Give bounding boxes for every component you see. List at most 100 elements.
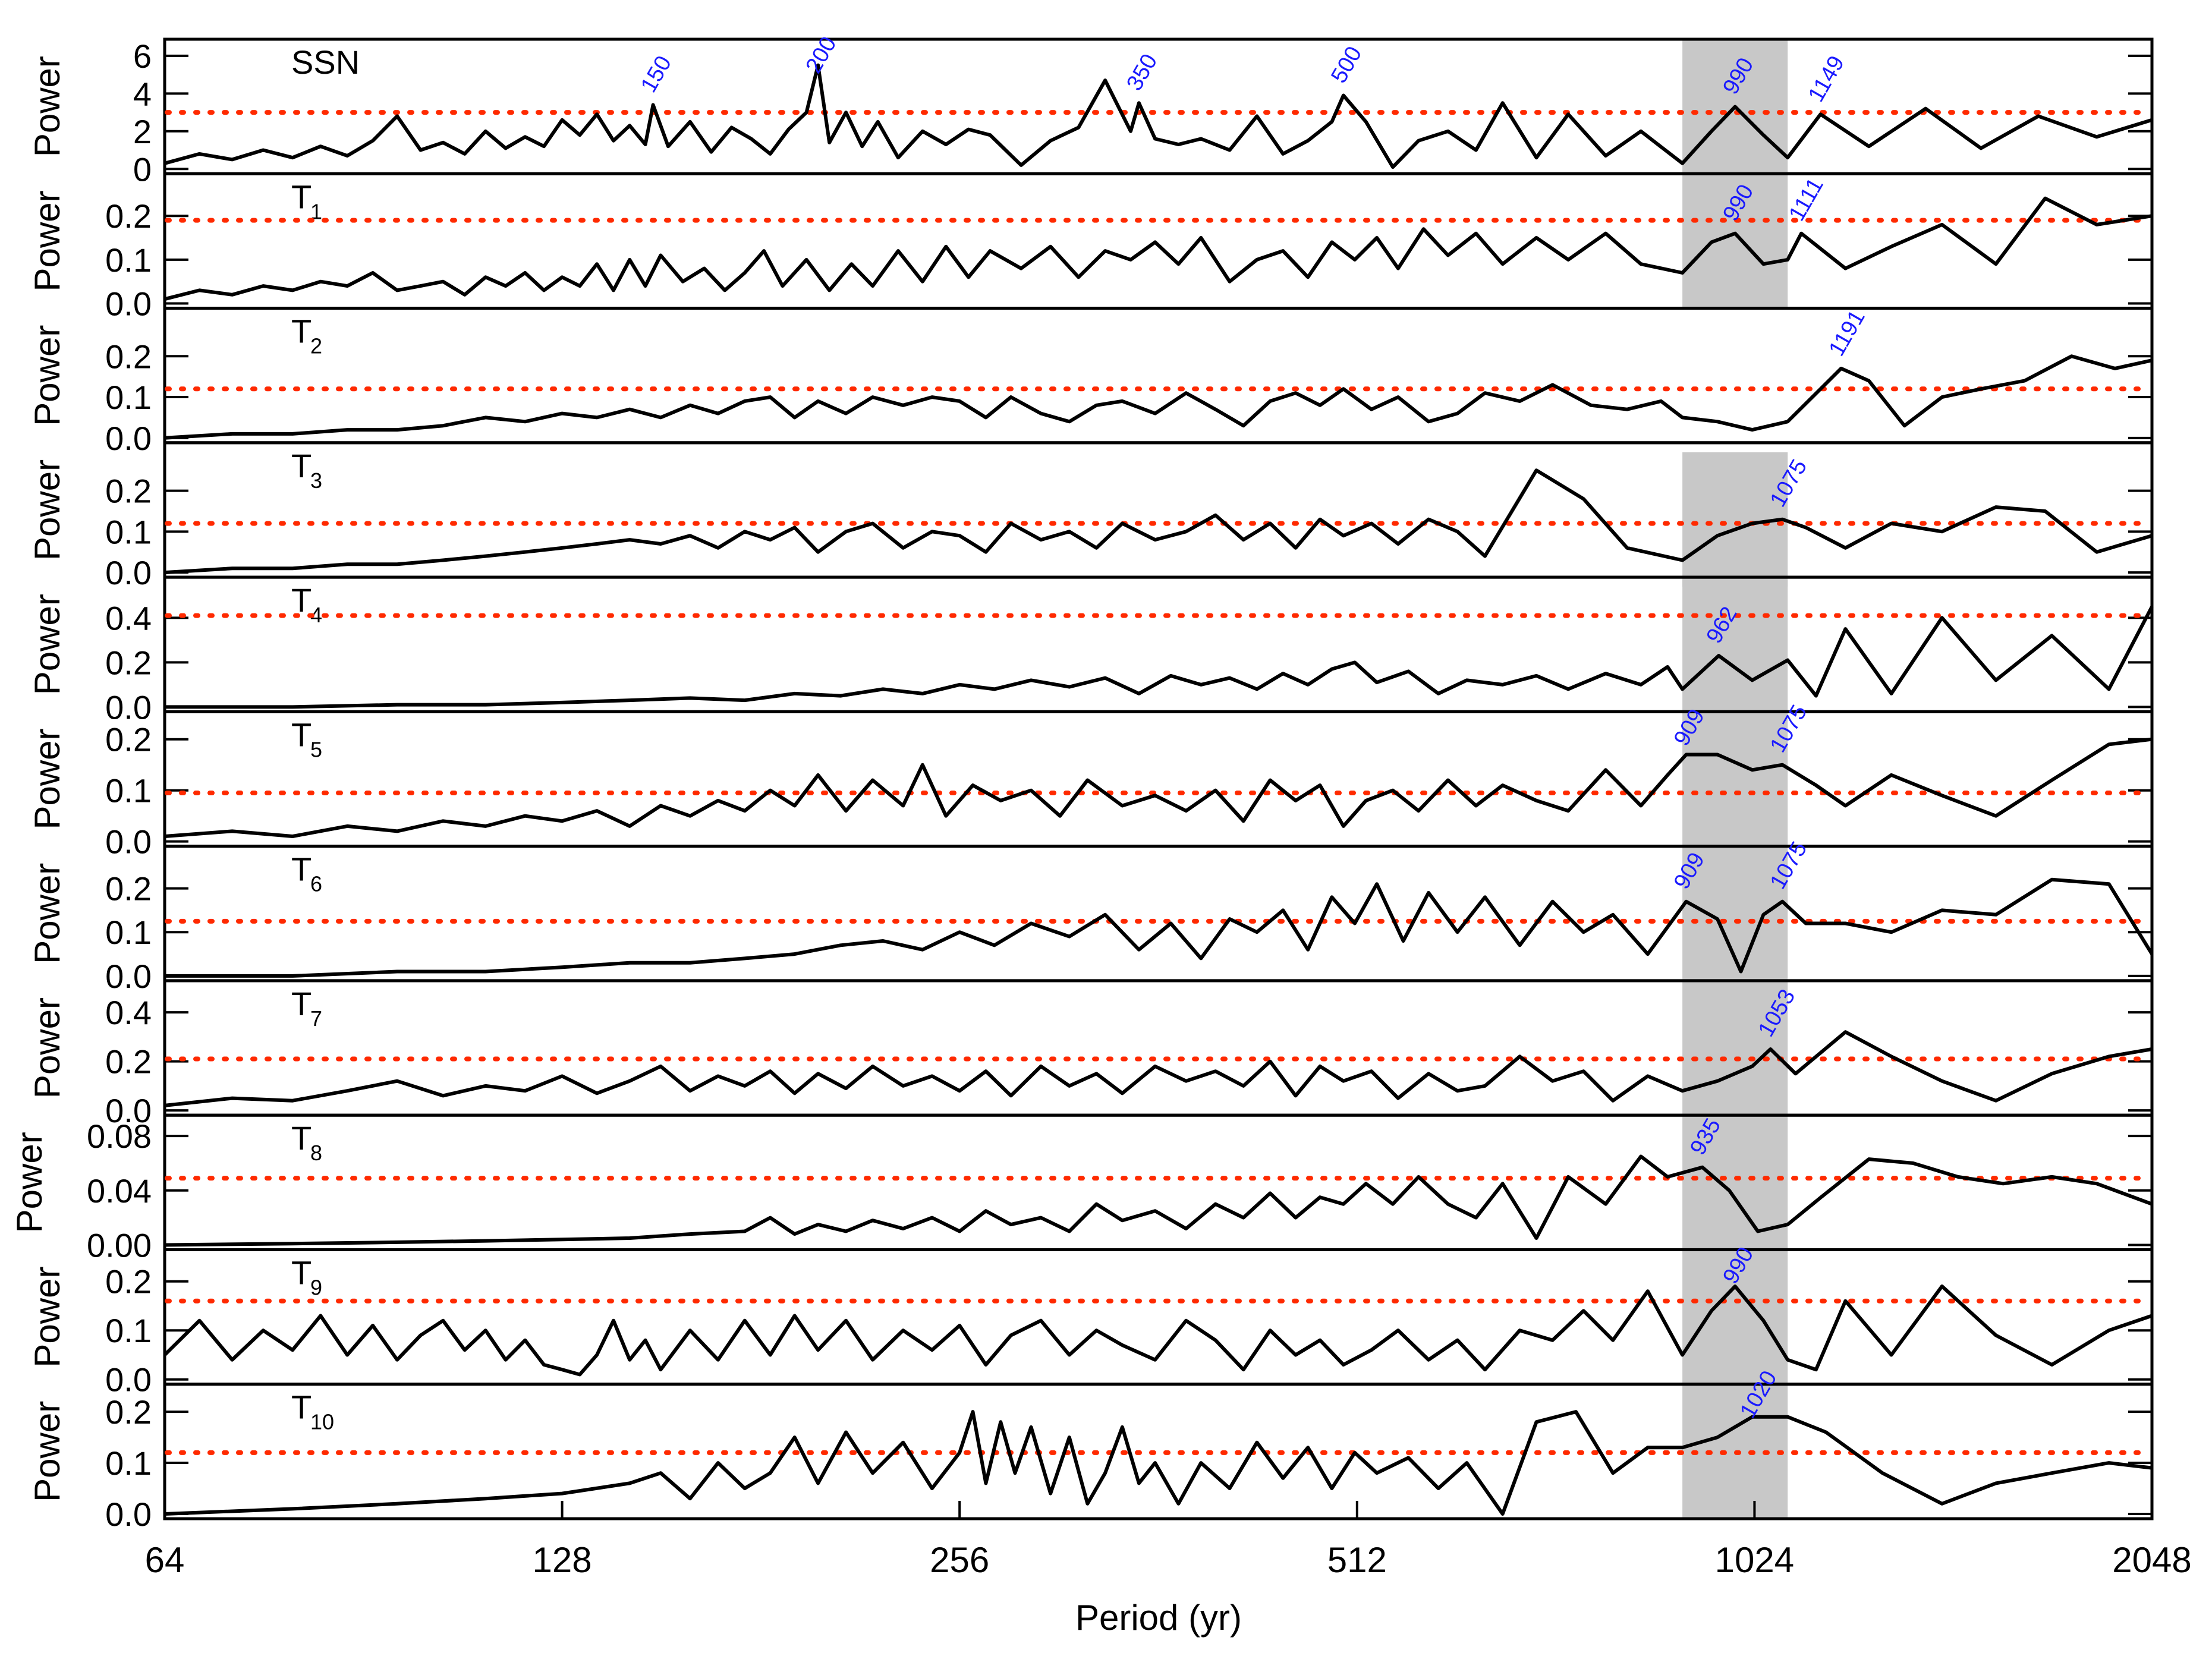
highlight-band bbox=[1682, 577, 1788, 712]
y-tick-label: 0.1 bbox=[105, 772, 152, 810]
panel-subscript: 5 bbox=[310, 737, 322, 761]
y-tick-label: 0.1 bbox=[105, 379, 152, 416]
y-axis-label: Power bbox=[27, 190, 67, 291]
spectrum-line-t10 bbox=[164, 1410, 2153, 1516]
y-tick-label: 0.0 bbox=[105, 420, 152, 457]
y-tick-label: 0.04 bbox=[87, 1172, 152, 1210]
y-tick-label: 0.2 bbox=[105, 870, 152, 908]
x-tick-label: 2048 bbox=[2112, 1540, 2191, 1580]
peak-label: 1111 bbox=[1784, 174, 1828, 225]
y-tick-label: 0 bbox=[133, 150, 152, 188]
y-tick-label: 0.1 bbox=[105, 241, 152, 279]
y-tick-label: 0.0 bbox=[105, 823, 152, 861]
panel-subscript: 4 bbox=[310, 603, 322, 627]
panel-name: T bbox=[291, 716, 311, 753]
y-tick-label: 0.0 bbox=[105, 1361, 152, 1399]
y-axis-label: Power bbox=[27, 728, 67, 829]
panel-name: T bbox=[291, 447, 311, 484]
peak-label: 350 bbox=[1122, 50, 1162, 95]
panel-subscript: 6 bbox=[310, 872, 322, 896]
spectrum-line-t7 bbox=[164, 1030, 2153, 1107]
y-tick-label: 0.00 bbox=[87, 1226, 152, 1264]
spectrum-line-t5 bbox=[164, 737, 2153, 838]
panel-name: T bbox=[291, 985, 311, 1022]
highlight-band bbox=[1682, 711, 1788, 846]
spectrum-line-t1 bbox=[164, 196, 2153, 301]
y-axis-label: Power bbox=[27, 863, 67, 964]
y-tick-label: 0.08 bbox=[87, 1117, 152, 1155]
y-tick-label: 0.0 bbox=[105, 1496, 152, 1533]
peak-label: 150 bbox=[636, 52, 676, 97]
y-tick-label: 0.0 bbox=[105, 285, 152, 323]
panel-name: T bbox=[291, 1119, 311, 1157]
spectrum-line-t9 bbox=[163, 1284, 2153, 1377]
y-tick-label: 0.2 bbox=[105, 721, 152, 758]
y-axis-label: Power bbox=[27, 1267, 67, 1368]
y-axis-label: Power bbox=[27, 56, 67, 157]
y-axis-label: Power bbox=[27, 997, 67, 1098]
x-tick-label: 64 bbox=[145, 1540, 185, 1580]
x-tick-label: 256 bbox=[930, 1540, 989, 1580]
y-axis-label: Power bbox=[27, 459, 67, 561]
spectrum-line-t3 bbox=[164, 468, 2153, 575]
spectrum-line-t8 bbox=[164, 1154, 2153, 1247]
y-axis-label: Power bbox=[27, 325, 67, 426]
y-tick-label: 2 bbox=[133, 113, 152, 150]
panel-name: SSN bbox=[291, 43, 360, 81]
x-tick-label: 1024 bbox=[1715, 1540, 1794, 1580]
y-tick-label: 0.2 bbox=[105, 338, 152, 375]
y-tick-label: 0.2 bbox=[105, 1043, 152, 1081]
panel-name: T bbox=[291, 313, 311, 350]
panel-frame bbox=[163, 1248, 2154, 1386]
panel-subscript: 2 bbox=[310, 334, 322, 358]
x-tick-label: 512 bbox=[1327, 1540, 1387, 1580]
y-tick-label: 0.4 bbox=[105, 994, 152, 1031]
highlight-bands bbox=[1682, 39, 1788, 1519]
y-tick-label: 0.0 bbox=[105, 688, 152, 726]
panel-name: T bbox=[291, 178, 311, 215]
x-tick-label: 128 bbox=[533, 1540, 592, 1580]
panel-frame bbox=[163, 710, 2154, 848]
panel-name: T bbox=[291, 581, 311, 619]
panel-subscript: 8 bbox=[310, 1141, 322, 1165]
y-tick-label: 0.1 bbox=[105, 1312, 152, 1349]
y-tick-label: 0.0 bbox=[105, 958, 152, 995]
panel-frame bbox=[163, 172, 2154, 310]
y-axis-label: Power bbox=[10, 1132, 49, 1233]
y-tick-label: 0.1 bbox=[105, 914, 152, 951]
panel-subscript: 9 bbox=[310, 1275, 322, 1299]
highlight-band bbox=[1682, 1249, 1788, 1384]
y-tick-label: 0.2 bbox=[105, 1263, 152, 1301]
panel-frame bbox=[163, 1383, 2154, 1520]
panel-frame bbox=[163, 845, 2154, 983]
peak-label: 1149 bbox=[1804, 52, 1849, 106]
panel-subscript: 1 bbox=[310, 199, 322, 223]
y-tick-label: 4 bbox=[133, 75, 152, 112]
y-tick-label: 0.2 bbox=[105, 473, 152, 510]
x-axis: Period (yr) 64 128 256 512 1024 2048 bbox=[145, 1501, 2192, 1638]
y-tick-label: 0.1 bbox=[105, 1444, 152, 1482]
spectrum-line-t6 bbox=[165, 877, 2154, 978]
panel-subscript: 10 bbox=[310, 1410, 334, 1434]
peak-label: 500 bbox=[1326, 42, 1367, 87]
y-tick-label: 0.1 bbox=[105, 513, 152, 550]
panel-name: T bbox=[291, 1254, 311, 1291]
panel-t2: 0.0 0.1 0.2 Power T2 1191 bbox=[27, 306, 2154, 457]
panel-frame bbox=[163, 979, 2154, 1117]
panel-subscript: 3 bbox=[310, 468, 322, 493]
y-axis-label: Power bbox=[27, 594, 67, 695]
peak-label: 1191 bbox=[1824, 306, 1870, 361]
y-tick-label: 0.0 bbox=[105, 554, 152, 591]
y-tick-label: 0.0 bbox=[105, 1092, 152, 1129]
spectrum-line-t4 bbox=[165, 606, 2154, 709]
panel-subscript: 7 bbox=[310, 1006, 322, 1031]
y-tick-label: 0.4 bbox=[105, 599, 152, 637]
